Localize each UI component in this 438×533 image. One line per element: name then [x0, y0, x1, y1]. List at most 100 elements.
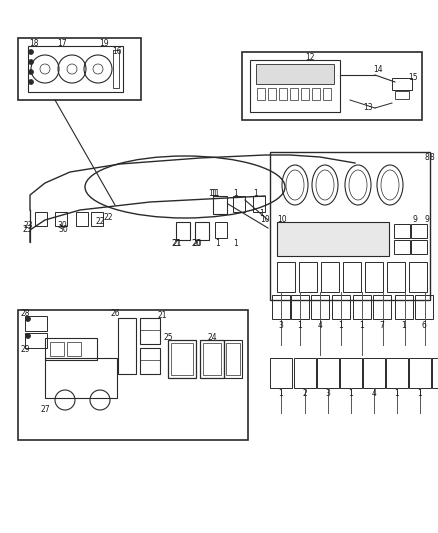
- Bar: [277, 262, 295, 292]
- Bar: [343, 262, 361, 292]
- Bar: [411, 240, 427, 254]
- Text: 29: 29: [20, 345, 30, 354]
- Circle shape: [28, 79, 33, 85]
- Bar: [373, 295, 391, 319]
- Text: 23: 23: [22, 225, 32, 235]
- Text: 1: 1: [360, 320, 364, 329]
- Bar: [312, 88, 320, 100]
- Text: 10: 10: [260, 215, 270, 224]
- Text: 12: 12: [305, 53, 315, 62]
- Bar: [332, 295, 350, 319]
- Bar: [253, 196, 265, 212]
- Bar: [277, 222, 389, 256]
- Text: 20: 20: [192, 238, 202, 247]
- Text: 3: 3: [325, 390, 330, 399]
- Bar: [45, 358, 117, 398]
- Bar: [386, 358, 408, 388]
- Bar: [321, 262, 339, 292]
- Bar: [317, 358, 339, 388]
- Bar: [226, 343, 240, 375]
- Bar: [55, 212, 67, 226]
- Bar: [140, 318, 160, 344]
- Bar: [18, 310, 248, 440]
- Bar: [215, 222, 227, 238]
- Bar: [387, 262, 405, 292]
- Text: 18: 18: [29, 38, 39, 47]
- Bar: [25, 316, 47, 331]
- Bar: [233, 196, 245, 212]
- Bar: [323, 88, 331, 100]
- Bar: [392, 78, 412, 90]
- Text: 1: 1: [298, 320, 302, 329]
- Text: 27: 27: [40, 406, 50, 415]
- Text: 30: 30: [57, 221, 67, 230]
- Text: 10: 10: [277, 215, 286, 224]
- Bar: [113, 50, 119, 88]
- Bar: [394, 240, 410, 254]
- Text: 21: 21: [172, 238, 182, 247]
- Text: 3: 3: [279, 320, 283, 329]
- Text: 9: 9: [413, 215, 417, 224]
- Text: 1: 1: [233, 238, 238, 247]
- Circle shape: [28, 69, 33, 75]
- Bar: [195, 222, 209, 240]
- Text: 21: 21: [171, 238, 181, 247]
- Text: 1: 1: [260, 209, 265, 219]
- Circle shape: [25, 334, 31, 338]
- Bar: [176, 222, 190, 240]
- Bar: [50, 342, 64, 356]
- Bar: [268, 88, 276, 100]
- Bar: [311, 295, 329, 319]
- Bar: [291, 295, 309, 319]
- Bar: [409, 358, 431, 388]
- Text: 25: 25: [163, 333, 173, 342]
- Bar: [76, 212, 88, 226]
- Bar: [409, 262, 427, 292]
- Bar: [140, 348, 160, 374]
- Text: 20: 20: [191, 238, 201, 247]
- Bar: [394, 224, 410, 238]
- Bar: [299, 262, 317, 292]
- Text: 2: 2: [303, 390, 307, 399]
- Bar: [411, 224, 427, 238]
- Text: 17: 17: [57, 38, 67, 47]
- Text: 8: 8: [430, 152, 434, 161]
- Bar: [171, 343, 193, 375]
- Bar: [28, 46, 123, 92]
- Bar: [25, 333, 47, 348]
- Bar: [213, 196, 227, 214]
- Text: 24: 24: [207, 333, 217, 342]
- Bar: [200, 340, 224, 378]
- Bar: [118, 318, 136, 374]
- Bar: [18, 38, 141, 100]
- Bar: [365, 262, 383, 292]
- Bar: [290, 88, 298, 100]
- Bar: [363, 358, 385, 388]
- Text: 9: 9: [424, 215, 429, 224]
- Circle shape: [25, 317, 31, 321]
- Text: 1: 1: [349, 390, 353, 399]
- Text: 21: 21: [157, 311, 167, 319]
- Bar: [415, 295, 433, 319]
- Text: 1: 1: [233, 190, 238, 198]
- Text: 1: 1: [254, 190, 258, 198]
- Circle shape: [28, 60, 33, 64]
- Text: 8: 8: [424, 154, 429, 163]
- Text: 23: 23: [23, 221, 33, 230]
- Text: 30: 30: [58, 225, 68, 235]
- Bar: [294, 358, 316, 388]
- Text: 15: 15: [408, 72, 418, 82]
- Text: 26: 26: [110, 309, 120, 318]
- Circle shape: [28, 50, 33, 54]
- Bar: [203, 343, 221, 375]
- Bar: [353, 295, 371, 319]
- Text: 22: 22: [103, 214, 113, 222]
- Bar: [224, 340, 242, 378]
- Text: 4: 4: [371, 390, 376, 399]
- Text: 7: 7: [380, 320, 385, 329]
- Bar: [91, 212, 103, 226]
- Bar: [395, 91, 409, 99]
- Bar: [340, 358, 362, 388]
- Bar: [270, 358, 292, 388]
- Text: 28: 28: [20, 309, 30, 318]
